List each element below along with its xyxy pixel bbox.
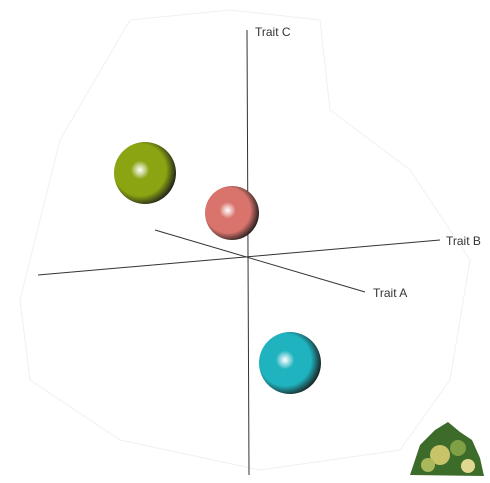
- axis-b: [38, 240, 440, 275]
- sphere: [259, 332, 321, 394]
- plot-3d: Trait C Trait B Trait A: [0, 0, 490, 478]
- tree: [410, 422, 484, 476]
- page: Trait C Trait B Trait A (() => { const d…: [0, 0, 490, 478]
- axis-label: Trait B: [446, 234, 481, 248]
- axis-a: [155, 230, 365, 292]
- axis-label: Trait A: [373, 286, 407, 300]
- axis-label: Trait C: [255, 25, 291, 39]
- spheres: [114, 142, 321, 394]
- sphere: [114, 142, 176, 204]
- axis-c: [247, 30, 249, 475]
- background-outline: [20, 10, 470, 470]
- sphere: [205, 186, 259, 240]
